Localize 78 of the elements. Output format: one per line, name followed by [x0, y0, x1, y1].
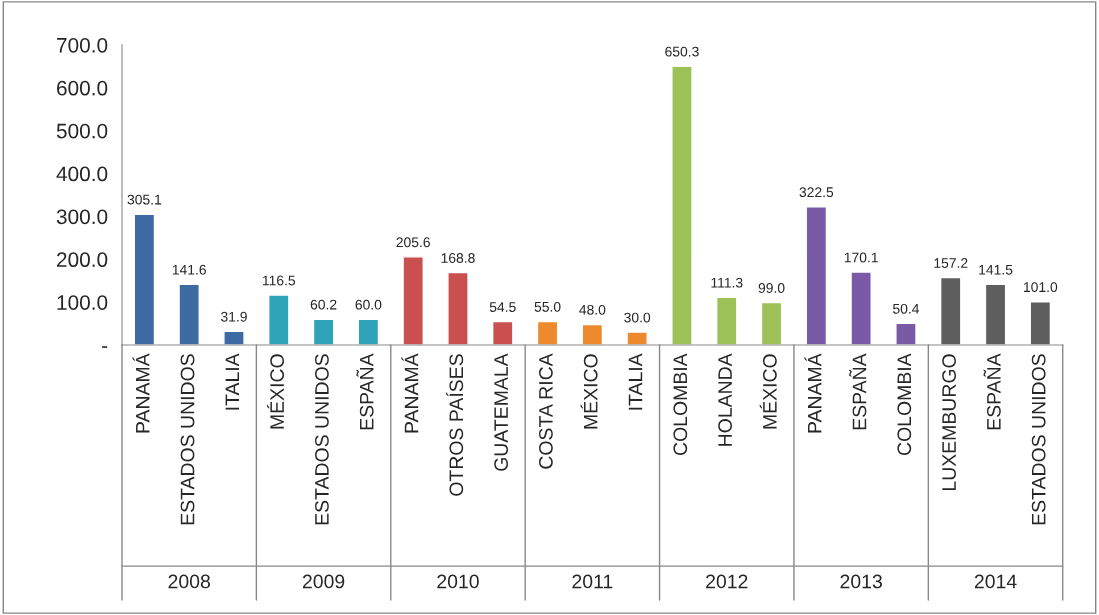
x-tick-label: ESPAÑA — [983, 353, 1001, 430]
bar — [671, 65, 693, 346]
x-tick-label: HOLANDA — [718, 353, 732, 446]
text: 2011 — [572, 574, 613, 589]
x-tick-label: ESPAÑA — [849, 353, 867, 430]
x-tick-label: ESTADOS UNIDOS — [1031, 354, 1046, 525]
bar — [402, 256, 424, 346]
data-label: 60.2 — [310, 299, 337, 310]
bar — [491, 320, 514, 346]
data-label: 322.5 — [799, 187, 834, 198]
x-tick-label: PANAMÁ — [401, 353, 419, 433]
y-tick-label: 600.0 — [57, 80, 108, 96]
y-tick-label: 700.0 — [57, 37, 108, 53]
bar — [178, 283, 200, 346]
text: 2008 — [168, 574, 210, 589]
data-label: 101.0 — [1024, 282, 1058, 293]
data-label: 141.6 — [172, 264, 206, 275]
bar — [760, 301, 783, 346]
bar — [626, 331, 648, 346]
x-tick-label: ITALIA — [225, 353, 240, 410]
y-tick-label: 400.0 — [56, 166, 108, 182]
y-tick-label: 300.0 — [56, 209, 108, 225]
data-label: 170.1 — [844, 252, 878, 263]
text: 2014 — [974, 574, 1017, 589]
bar — [715, 296, 738, 346]
y-tick-label: 500.0 — [56, 123, 108, 139]
bar — [536, 320, 559, 346]
y-tick-label: - — [102, 346, 108, 348]
bar — [581, 323, 604, 346]
x-tick-label: MÉXICO — [266, 354, 284, 429]
bar — [312, 318, 335, 346]
bar — [939, 276, 962, 346]
data-label: 54.5 — [489, 302, 516, 312]
text: 2010 — [437, 574, 479, 589]
bar — [1029, 301, 1052, 346]
data-label: 168.8 — [441, 253, 475, 263]
data-label: 60.0 — [355, 299, 382, 310]
x-tick-label: COLOMBIA — [897, 353, 912, 455]
x-tick-label: ESPAÑA — [356, 353, 374, 430]
bar — [268, 294, 290, 346]
data-label: 30.0 — [624, 312, 651, 323]
data-label: 99.0 — [758, 283, 785, 293]
x-tick-label: OTROS PAÍSES — [446, 354, 464, 496]
data-label: 55.0 — [534, 301, 561, 312]
x-tick-label: COSTA RICA — [539, 353, 553, 469]
bar — [895, 322, 917, 346]
bar — [133, 213, 156, 346]
x-tick-label: GUATEMALA — [494, 353, 508, 471]
x-tick-label: ITALIA — [628, 353, 643, 410]
data-label: 141.5 — [979, 264, 1013, 275]
bar — [357, 318, 380, 346]
x-tick-label: PANAMÁ — [804, 353, 822, 433]
x-tick-label: PANAMÁ — [132, 353, 150, 433]
x-tick-label: MÉXICO — [580, 354, 598, 429]
data-label: 48.0 — [579, 304, 606, 315]
data-label: 116.5 — [262, 275, 296, 286]
x-tick-label: ESTADOS UNIDOS — [180, 354, 195, 525]
data-label: 305.1 — [127, 194, 162, 205]
text: 2012 — [706, 574, 748, 589]
data-label: 50.4 — [892, 303, 920, 314]
text: 2009 — [302, 574, 345, 589]
y-tick-label: 100.0 — [57, 295, 108, 310]
data-label: 111.3 — [711, 277, 743, 288]
x-tick-label: COLOMBIA — [673, 353, 688, 455]
bar — [984, 283, 1007, 346]
data-label: 157.2 — [934, 258, 968, 268]
data-label: 31.9 — [221, 311, 247, 322]
x-tick-label: LUXEMBURGO — [942, 354, 956, 491]
x-tick-label: ESTADOS UNIDOS — [315, 354, 329, 525]
data-label: 205.6 — [396, 237, 430, 248]
y-tick-label: 200.0 — [57, 252, 108, 268]
bar — [447, 271, 469, 346]
data-label: 650.3 — [665, 46, 699, 57]
bar — [805, 206, 828, 346]
bar — [850, 271, 872, 346]
x-tick-label: MÉXICO — [759, 354, 777, 429]
bar — [223, 330, 245, 346]
text: 2013 — [840, 574, 882, 589]
